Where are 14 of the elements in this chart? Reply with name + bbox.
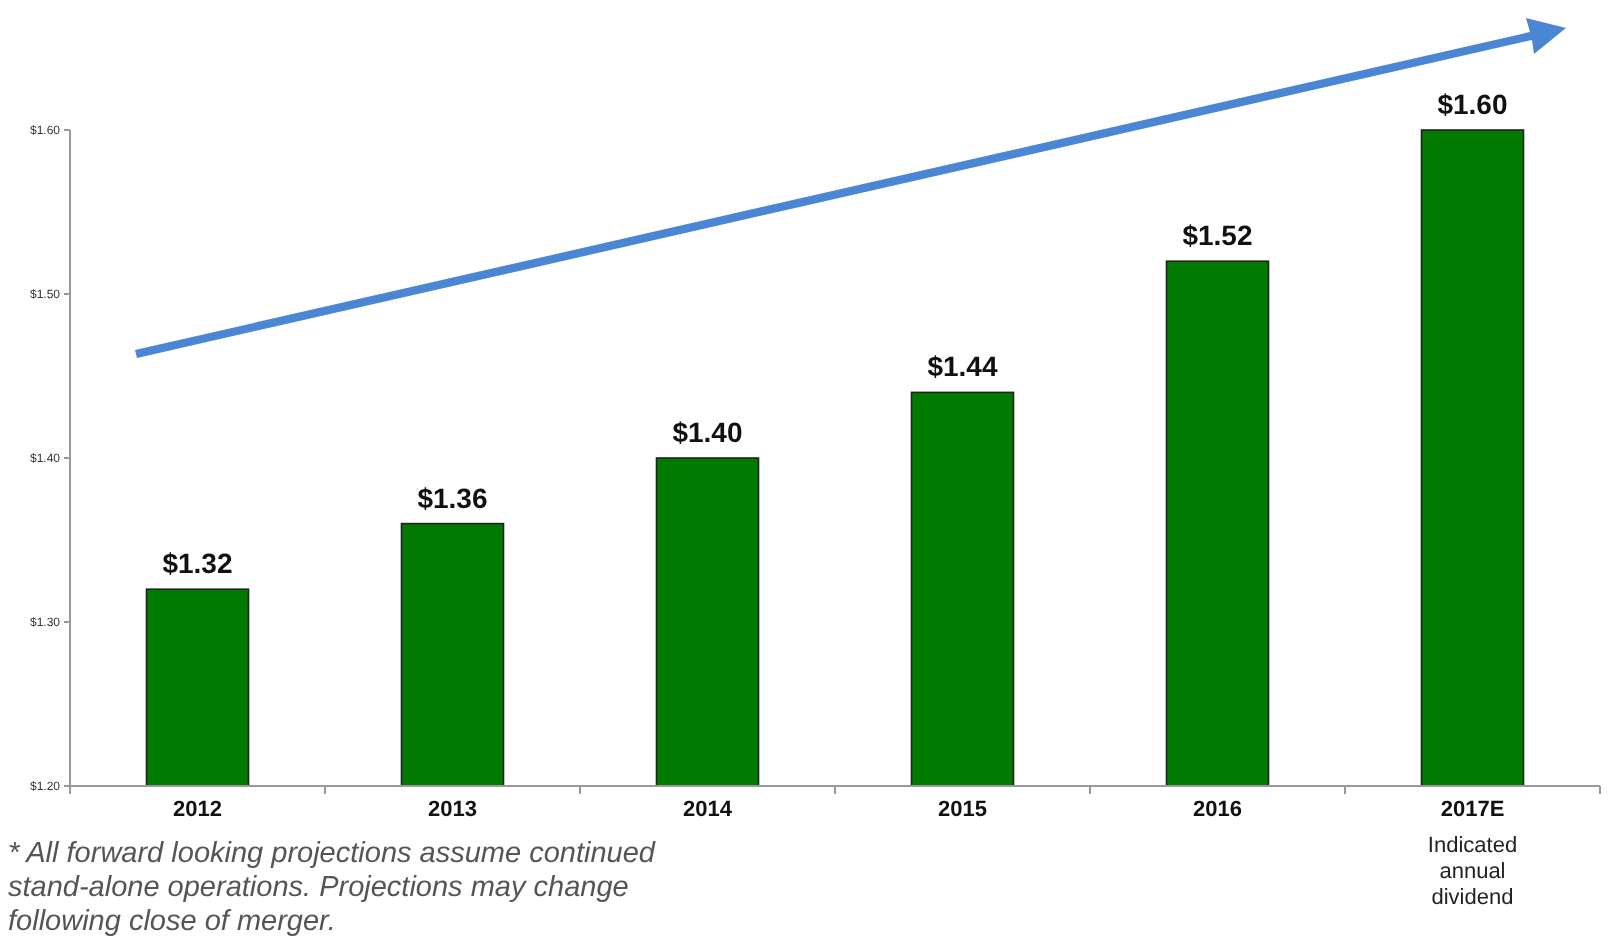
data-label: $1.32 xyxy=(162,547,233,580)
data-label: $1.36 xyxy=(417,481,488,514)
x-tick-label: 2015 xyxy=(938,798,987,822)
x-tick-label: 2012 xyxy=(173,798,222,822)
text: Indicated annual dividend xyxy=(1427,834,1518,910)
data-label: $1.40 xyxy=(672,416,743,448)
x-tick-label: 2013 xyxy=(428,798,477,822)
text: * All forward looking projections assume continued stand-alone operations. Projections may change following close of merger. xyxy=(8,838,657,938)
x-tick-label: 2017E xyxy=(1440,798,1505,822)
data-label: $1.52 xyxy=(1182,219,1253,252)
x-tick-label: 2014 xyxy=(683,798,734,822)
x-tick-label: 2016 xyxy=(1193,798,1242,822)
data-label: $1.60 xyxy=(1437,88,1508,120)
data-label: $1.44 xyxy=(927,350,998,383)
